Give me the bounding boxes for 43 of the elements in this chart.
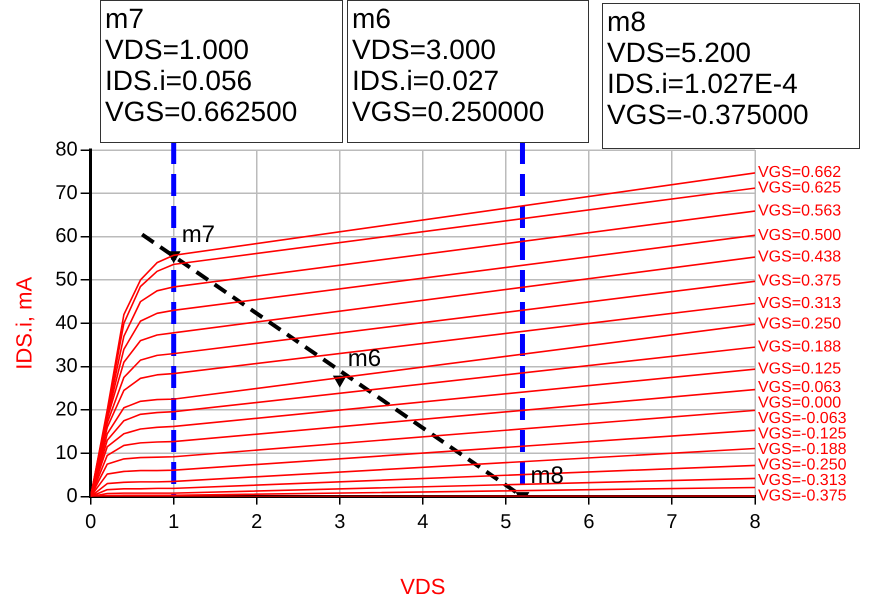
y-tick-label: 80 — [55, 138, 78, 161]
y-tick-label: 60 — [55, 225, 78, 248]
series-label: VGS=-0.188 — [758, 441, 847, 458]
y-tick-label: 30 — [55, 355, 78, 378]
x-tick-label: 7 — [666, 511, 678, 534]
x-tick-label: 8 — [749, 511, 761, 534]
series-label: VGS=-0.375 — [758, 488, 847, 505]
series-label: VGS=0.563 — [758, 202, 842, 220]
series-label: VGS=0.438 — [758, 248, 842, 266]
series-label: VGS=0.000 — [758, 394, 842, 412]
x-tick-label: 3 — [334, 511, 346, 534]
series-label: VGS=-0.250 — [758, 456, 847, 474]
y-tick-label: 20 — [55, 398, 78, 420]
annotation: m6 — [348, 345, 382, 372]
y-tick-label: 0 — [66, 485, 78, 508]
text: m8 VDS=5.200 IDS.i=1.027E-4 VGS=-0.375000 — [602, 3, 860, 149]
x-tick-label: 0 — [85, 511, 96, 534]
x-tick-label: 5 — [500, 511, 512, 534]
series-label: VGS=0.250 — [758, 316, 842, 333]
text: m7 VDS=1.000 IDS.i=0.056 VGS=0.662500 — [100, 0, 343, 143]
x-axis-title: VDS — [400, 574, 446, 599]
y-tick-label: 40 — [55, 312, 78, 334]
text: m6 VDS=3.000 IDS.i=0.027 VGS=0.250000 — [347, 0, 589, 143]
series-label: VGS=-0.313 — [758, 472, 847, 490]
series-label: VGS=0.313 — [758, 294, 842, 312]
series-label: VGS=0.375 — [758, 272, 842, 290]
y-axis-title: IDS.i, mA — [11, 276, 36, 370]
series-label: VGS=0.625 — [758, 180, 842, 197]
series-label: VGS=-0.063 — [758, 410, 847, 428]
series-label: VGS=0.063 — [758, 379, 842, 396]
series-label: VGS=0.662 — [758, 164, 842, 182]
y-tick-label: 10 — [55, 442, 78, 464]
x-tick-label: 6 — [583, 511, 594, 534]
series-label: VGS=0.188 — [758, 338, 842, 356]
series-label: VGS=0.125 — [758, 360, 842, 378]
y-tick-label: 50 — [55, 268, 78, 290]
x-tick-label: 1 — [168, 511, 180, 534]
x-tick-label: 4 — [417, 511, 428, 534]
annotation: m7 — [182, 220, 216, 248]
series-label: VGS=-0.125 — [758, 426, 847, 443]
y-tick-label: 70 — [55, 182, 78, 204]
x-tick-label: 2 — [251, 511, 262, 534]
series-label: VGS=0.500 — [758, 226, 842, 244]
